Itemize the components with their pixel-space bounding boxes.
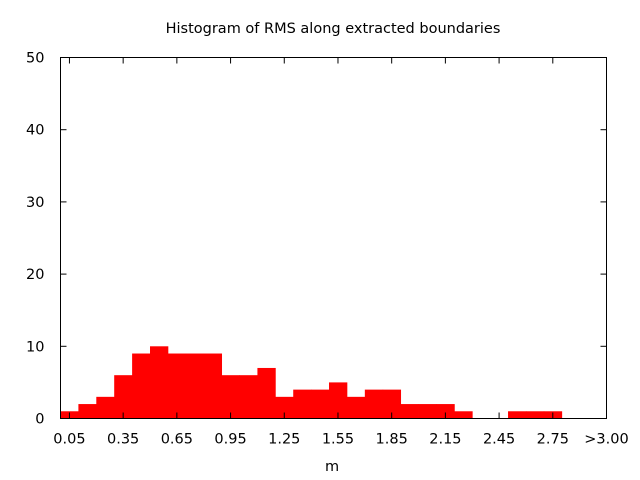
y-tick-label: 0: [35, 412, 44, 428]
x-tick-label: 1.25: [268, 432, 300, 448]
histogram-bar: [239, 375, 258, 419]
histogram-bar: [96, 396, 115, 419]
histogram-bar: [454, 411, 473, 419]
histogram-bar: [382, 389, 402, 419]
x-tick-label: 0.95: [214, 432, 246, 448]
y-tick-label: 20: [26, 267, 44, 283]
histogram-bar: [508, 411, 527, 419]
y-axis-ticks: 0 10 20 30 40 50: [26, 51, 607, 428]
bars-group: [60, 346, 563, 419]
y-tick-label: 10: [26, 339, 44, 355]
x-tick-label: 2.45: [483, 432, 515, 448]
x-tick-label: 1.85: [376, 432, 408, 448]
x-tick-label: 0.05: [53, 432, 85, 448]
histogram-bar: [525, 411, 545, 419]
x-tick-label: 2.15: [429, 432, 461, 448]
histogram-bar: [203, 353, 223, 419]
histogram-bar: [346, 396, 366, 419]
histogram-bar: [78, 404, 97, 419]
histogram-bar: [114, 375, 133, 419]
chart-title: Histogram of RMS along extracted boundar…: [166, 21, 501, 37]
x-tick-label: >3.00: [584, 432, 628, 448]
histogram-bar: [185, 353, 205, 419]
histogram-bar: [436, 404, 455, 419]
plot-area-frame: [60, 57, 607, 419]
histogram-bar: [364, 389, 384, 419]
histogram-bar: [257, 367, 276, 419]
histogram-bar: [400, 404, 419, 419]
histogram-bar: [293, 389, 312, 419]
histogram-bar: [311, 389, 330, 419]
histogram-bar: [275, 396, 294, 419]
histogram-bar: [150, 346, 169, 419]
x-axis-ticks: 0.05 0.35 0.65 0.95 1.25 1.55 1.85 2.15 2.45 2.75…: [53, 57, 629, 448]
x-axis-label: m: [325, 459, 339, 475]
y-tick-label: 50: [26, 51, 44, 67]
x-tick-label: 0.65: [161, 432, 193, 448]
histogram-bar: [329, 382, 348, 419]
y-tick-label: 30: [26, 195, 44, 211]
x-tick-label: 1.55: [322, 432, 354, 448]
histogram-bar: [132, 353, 151, 419]
x-tick-label: 2.75: [537, 432, 569, 448]
histogram-bar: [167, 353, 187, 419]
histogram-bar: [418, 404, 437, 419]
y-tick-label: 40: [26, 123, 44, 139]
histogram-bar: [221, 375, 240, 419]
x-tick-label: 0.35: [107, 432, 139, 448]
